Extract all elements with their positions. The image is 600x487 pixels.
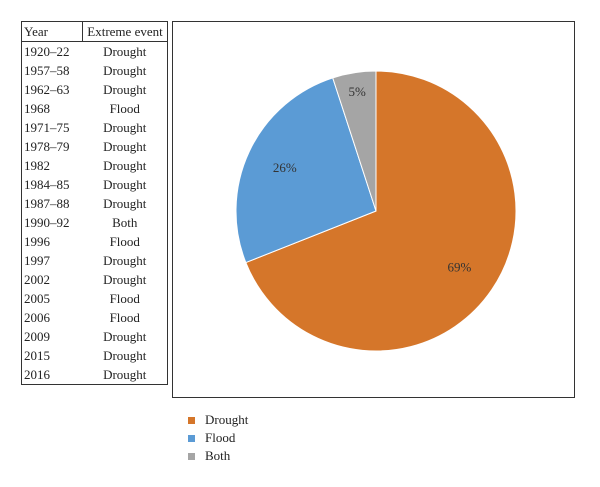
event-cell: Flood [82,232,168,251]
legend-swatch [188,434,195,442]
event-cell: Drought [82,194,168,213]
year-cell: 1982 [21,156,83,175]
year-cell: 1987–88 [21,194,83,213]
table-row: 1957–58 Drought [21,61,168,80]
pie-slice-drought [245,70,517,352]
legend-swatch [188,416,195,424]
year-cell: 1978–79 [21,137,83,156]
event-cell: Flood [82,99,168,118]
legend-item-flood: Flood [188,429,248,447]
legend-swatch [188,452,195,460]
table-row: 1990–92 Both [21,213,168,232]
table-body: 1920–22 Drought 1957–58 Drought 1962–63 Droug… [21,41,168,385]
legend-item-both: Both [188,447,248,465]
legend-label: Drought [205,412,249,427]
legend-label: Both [205,448,231,463]
year-cell: 2016 [21,365,83,385]
year-cell: 1962–63 [21,80,83,99]
event-cell: Drought [82,251,168,270]
table-row: 1971–75 Drought [21,118,168,137]
table-row: 2006 Flood [21,308,168,327]
year-cell: 1920–22 [21,41,83,61]
data-label-drought: 69% [447,260,471,275]
table-row: 2002 Drought [21,270,168,289]
table-row: 1982 Drought [21,156,168,175]
table-row: 1984–85 Drought [21,175,168,194]
table-row: 1997 Drought [21,251,168,270]
data-label-flood: 26% [273,160,297,175]
event-column-header: Extreme event [82,21,168,42]
year-cell: 1984–85 [21,175,83,194]
year-cell: 1997 [21,251,83,270]
legend-label: Flood [205,430,236,445]
pie-chart: 69% 26% 5% [235,70,517,352]
table-row: 1987–88 Drought [21,194,168,213]
table-row: 2009 Drought [21,327,168,346]
event-cell: Flood [82,289,168,308]
year-column-header: Year [21,21,83,42]
table-header-row: Year Extreme event [21,21,168,42]
table-row: 2015 Drought [21,346,168,365]
event-cell: Drought [82,175,168,194]
event-cell: Both [82,213,168,232]
event-cell: Drought [82,61,168,80]
event-cell: Drought [82,156,168,175]
year-cell: 2002 [21,270,83,289]
event-cell: Drought [82,41,168,61]
events-table: Year Extreme event 1920–22 Drought 1957–58… [21,21,168,385]
year-cell: 1957–58 [21,61,83,80]
pie-slice-both [332,70,377,212]
year-cell: 2009 [21,327,83,346]
data-label-both: 5% [348,84,366,99]
event-cell: Drought [82,346,168,365]
event-cell: Flood [82,308,168,327]
event-cell: Drought [82,118,168,137]
year-cell: 2006 [21,308,83,327]
year-cell: 1968 [21,99,83,118]
legend-item-drought: Drought [188,411,248,429]
table-row: 1962–63 Drought [21,80,168,99]
year-cell: 1996 [21,232,83,251]
year-cell: 1971–75 [21,118,83,137]
chart-panel: 69% 26% 5% [172,21,575,398]
year-cell: 2005 [21,289,83,308]
event-cell: Drought [82,327,168,346]
table-row: 2005 Flood [21,289,168,308]
chart-legend: Drought Flood Both [188,411,248,465]
table-row: 1978–79 Drought [21,137,168,156]
table-row: 1996 Flood [21,232,168,251]
year-cell: 1990–92 [21,213,83,232]
event-cell: Drought [82,80,168,99]
table-row: 2016 Drought [21,365,168,385]
event-cell: Drought [82,270,168,289]
year-cell: 2015 [21,346,83,365]
pie-slice-flood [235,77,377,264]
table-row: 1920–22 Drought [21,41,168,61]
event-cell: Drought [82,365,168,385]
event-cell: Drought [82,137,168,156]
table-row: 1968 Flood [21,99,168,118]
